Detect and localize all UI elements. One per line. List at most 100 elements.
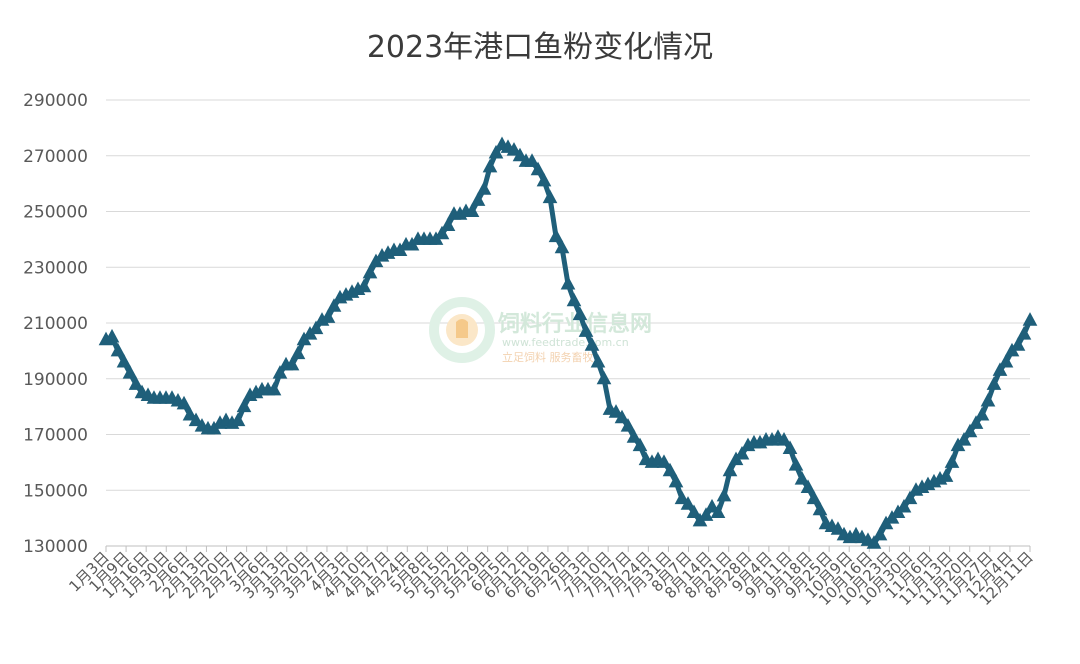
data-point [578,323,594,337]
data-point [590,353,606,368]
data-point [734,445,750,460]
y-tick-label: 210000 [23,314,88,334]
data-point [782,440,798,454]
data-point [788,457,804,471]
data-point [440,217,456,231]
data-point [356,278,372,293]
x-axis: 1月3日1月9日1月16日1月30日2月6日2月13日2月20日2月27日3月6… [65,545,1037,609]
series-group [98,136,1038,549]
data-point [800,479,816,493]
y-tick-label: 250000 [23,203,88,223]
data-point [470,192,486,206]
y-tick-label: 170000 [23,426,88,446]
data-point [974,406,990,421]
data-point [572,306,588,321]
data-point [704,498,720,513]
data-point [608,404,624,418]
data-point [290,345,306,360]
watermark-name: 饲料行业信息网 [497,311,652,337]
data-point [326,298,342,312]
data-point [488,144,504,159]
data-point [896,498,912,513]
data-point [308,320,324,335]
data-point [596,370,612,385]
data-point [560,275,576,290]
data-point [668,473,684,488]
y-tick-label: 130000 [23,537,88,557]
y-tick-label: 270000 [23,147,88,167]
data-point [566,292,582,307]
data-point [944,454,960,468]
data-point [674,490,690,505]
data-point [1022,312,1038,326]
data-point [176,395,192,410]
data-point [266,381,282,396]
data-point [236,398,252,413]
data-point [626,429,642,443]
data-point [902,490,918,505]
data-point [284,356,300,371]
data-point [812,501,828,516]
data-point [968,415,984,429]
data-point [620,418,636,432]
watermark-slogan: 立足饲料 服务畜牧 [502,350,594,364]
data-point [962,423,978,438]
data-point [776,432,792,446]
data-point [872,526,888,541]
data-point [116,353,132,368]
y-axis: 130000 150000 170000 190000 210000 230000 2500… [23,91,88,557]
y-tick-label: 290000 [23,91,88,111]
data-point [464,203,480,217]
data-point [362,264,378,279]
data-point [182,406,198,421]
data-point [632,437,648,452]
data-point [122,365,138,379]
data-point [272,365,288,379]
data-point [956,432,972,446]
gridlines [106,99,1030,491]
data-point [998,353,1014,368]
y-tick-label: 190000 [23,370,88,390]
data-point [230,412,246,427]
data-point [806,490,822,505]
data-point [1010,337,1026,351]
data-point [698,507,714,521]
data-point [662,462,678,477]
data-point [584,337,600,351]
y-tick-label: 150000 [23,481,88,501]
data-point [110,342,126,357]
data-point [686,504,702,519]
data-point [866,535,882,549]
data-point [656,454,672,468]
data-point [524,153,540,167]
data-point [506,142,522,156]
data-point [104,328,120,343]
data-point [794,471,810,485]
chart-title: 2023年港口鱼粉变化情况 [366,30,714,65]
data-point [554,239,570,254]
data-point [476,181,492,195]
data-point [1016,326,1032,340]
watermark-logo [429,297,495,363]
data-point [614,409,630,424]
data-point [542,189,558,204]
data-point [188,412,204,427]
data-point [716,487,732,502]
data-point [830,521,846,535]
data-point [548,228,564,243]
data-point [938,468,954,482]
data-point [530,161,546,176]
data-point [986,376,1002,390]
watermark-url: www.feedtrade.com.cn [502,336,629,349]
data-point [710,504,726,519]
data-point [128,376,144,390]
data-point [512,147,528,162]
data-point [722,462,738,477]
y-tick-label: 230000 [23,258,88,278]
data-point [434,225,450,240]
watermark: 饲料行业信息网 www.feedtrade.com.cn 立足饲料 服务畜牧 [429,297,652,364]
data-point [980,393,996,407]
data-point [320,309,336,323]
